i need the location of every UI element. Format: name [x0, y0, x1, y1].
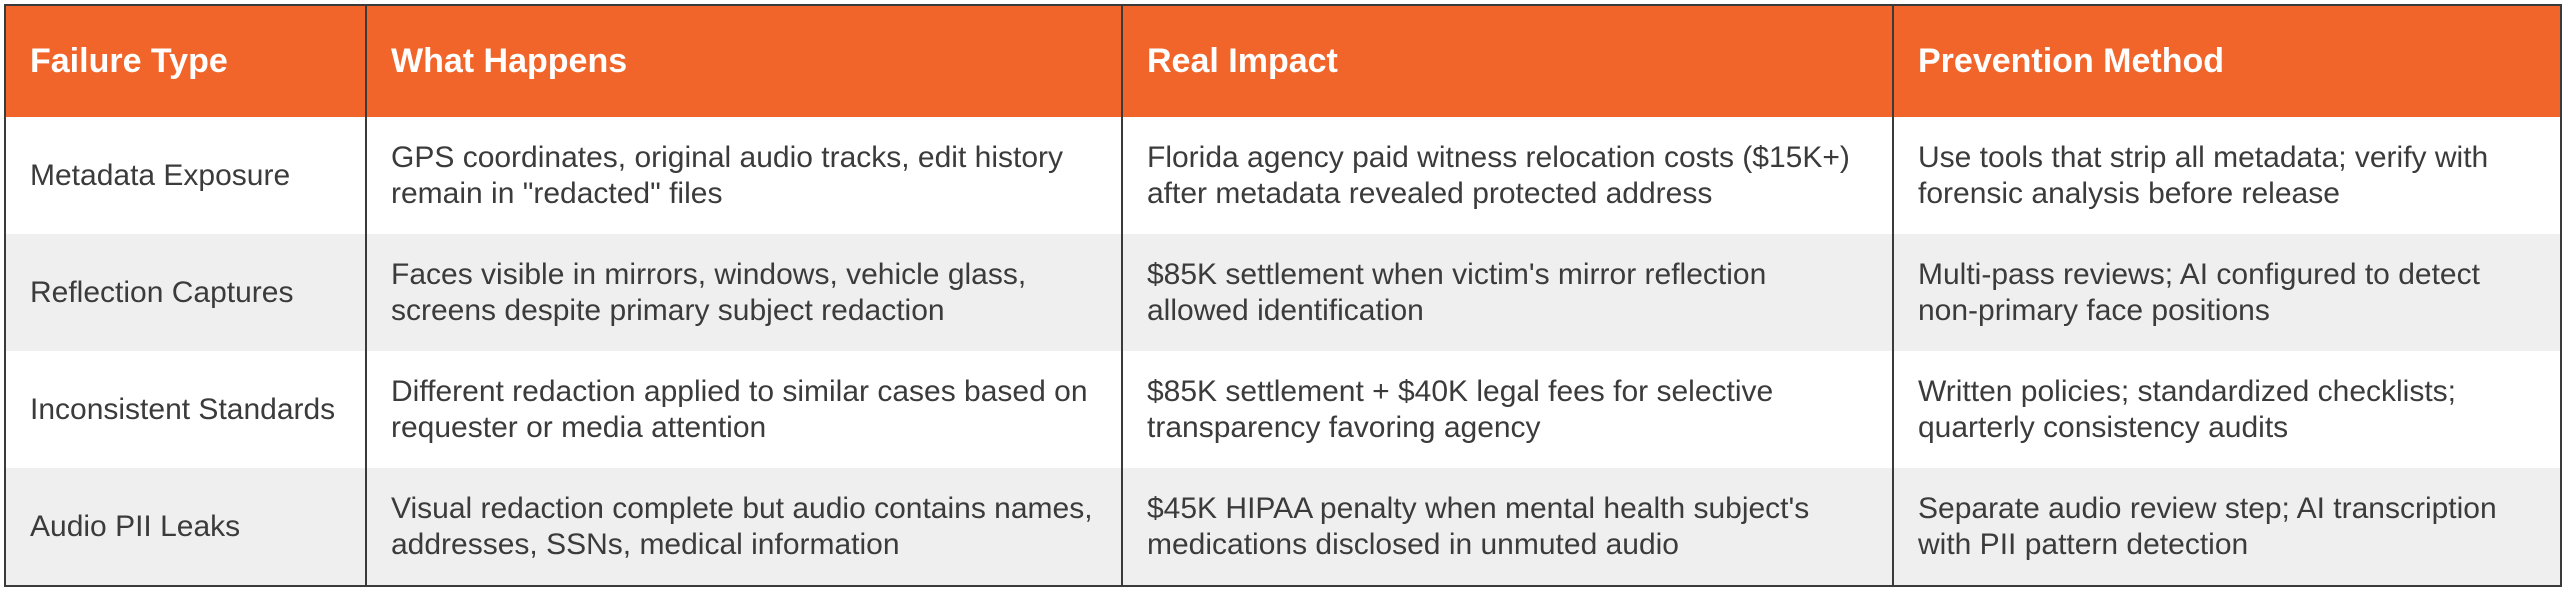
table-header: Failure Type What Happens Real Impact Pr…: [6, 6, 2560, 117]
cell-failure-type: Metadata Exposure: [6, 117, 366, 234]
cell-what-happens: Faces visible in mirrors, windows, vehic…: [365, 234, 1122, 351]
cell-prevention-method: Use tools that strip all metadata; verif…: [1892, 117, 2560, 234]
cell-real-impact: $85K settlement + $40K legal fees for se…: [1121, 351, 1893, 468]
table-row: Metadata Exposure GPS coordinates, origi…: [6, 117, 2560, 234]
cell-failure-type: Audio PII Leaks: [6, 468, 366, 585]
cell-prevention-method: Written policies; standardized checklist…: [1892, 351, 2560, 468]
failure-table-grid: Failure Type What Happens Real Impact Pr…: [6, 6, 2560, 585]
cell-prevention-method: Multi-pass reviews; AI configured to det…: [1892, 234, 2560, 351]
cell-what-happens: Visual redaction complete but audio cont…: [365, 468, 1122, 585]
cell-failure-type: Inconsistent Standards: [6, 351, 366, 468]
cell-real-impact: $45K HIPAA penalty when mental health su…: [1121, 468, 1893, 585]
table-row: Audio PII Leaks Visual redaction complet…: [6, 468, 2560, 585]
header-failure-type: Failure Type: [6, 6, 366, 117]
header-what-happens: What Happens: [365, 6, 1122, 117]
table-row: Inconsistent Standards Different redacti…: [6, 351, 2560, 468]
header-row: Failure Type What Happens Real Impact Pr…: [6, 6, 2560, 117]
cell-failure-type: Reflection Captures: [6, 234, 366, 351]
cell-real-impact: Florida agency paid witness relocation c…: [1121, 117, 1893, 234]
header-prevention-method: Prevention Method: [1892, 6, 2560, 117]
table-row: Reflection Captures Faces visible in mir…: [6, 234, 2560, 351]
cell-what-happens: Different redaction applied to similar c…: [365, 351, 1122, 468]
table-body: Metadata Exposure GPS coordinates, origi…: [6, 117, 2560, 585]
failure-table: Failure Type What Happens Real Impact Pr…: [4, 4, 2562, 587]
cell-prevention-method: Separate audio review step; AI transcrip…: [1892, 468, 2560, 585]
header-real-impact: Real Impact: [1121, 6, 1893, 117]
cell-real-impact: $85K settlement when victim's mirror ref…: [1121, 234, 1893, 351]
cell-what-happens: GPS coordinates, original audio tracks, …: [365, 117, 1122, 234]
